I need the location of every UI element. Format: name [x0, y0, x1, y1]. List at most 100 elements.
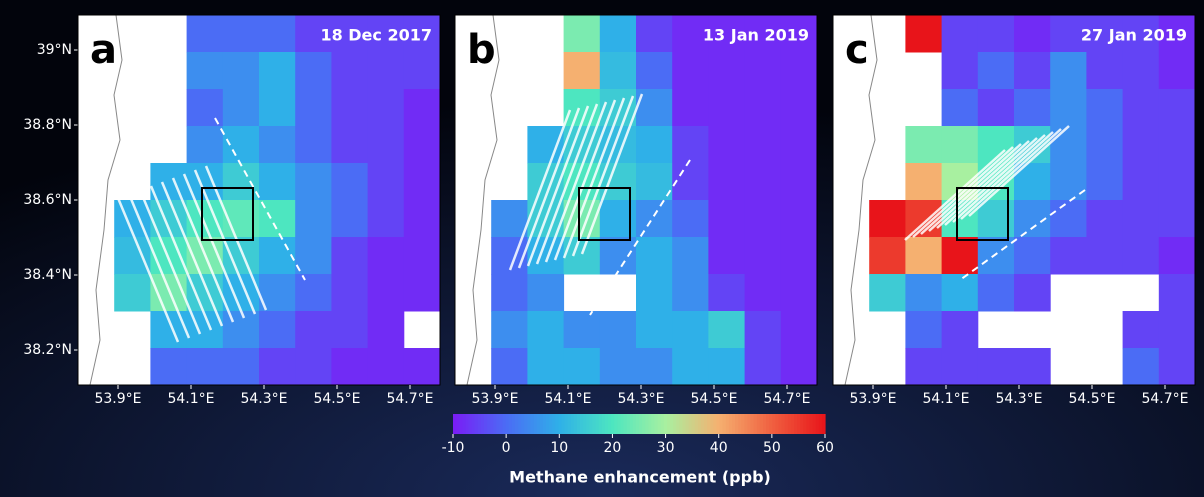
methane-cell — [942, 15, 979, 53]
methane-cell — [1123, 348, 1160, 386]
methane-cell — [1123, 163, 1160, 201]
methane-cell — [295, 89, 332, 127]
methane-cell — [942, 274, 979, 312]
methane-cell — [1014, 89, 1051, 127]
methane-cell — [404, 274, 441, 312]
methane-cell — [1050, 126, 1087, 164]
methane-cell — [1123, 200, 1160, 238]
lon-tick-label: 54.7°E — [386, 391, 433, 407]
methane-cell — [672, 237, 709, 275]
methane-cell — [1123, 52, 1160, 90]
methane-cell — [1159, 163, 1196, 201]
methane-cell — [259, 89, 296, 127]
methane-cell — [527, 126, 564, 164]
methane-cell — [781, 52, 818, 90]
methane-cell — [259, 311, 296, 349]
methane-cell — [187, 126, 224, 164]
methane-cell — [331, 89, 368, 127]
methane-cell — [672, 348, 709, 386]
colorbar-tick-label: 10 — [550, 440, 568, 456]
methane-cell — [368, 89, 405, 127]
methane-cell — [527, 348, 564, 386]
methane-cell — [1014, 163, 1051, 201]
methane-cell — [1050, 52, 1087, 90]
methane-cell — [259, 52, 296, 90]
methane-cell — [259, 163, 296, 201]
methane-cell — [672, 89, 709, 127]
methane-cell — [564, 311, 601, 349]
methane-cell — [404, 200, 441, 238]
methane-cell — [1086, 126, 1123, 164]
methane-cell — [223, 311, 260, 349]
methane-cell — [978, 15, 1015, 53]
methane-cell — [1159, 89, 1196, 127]
methane-cell — [331, 274, 368, 312]
methane-cell — [1086, 237, 1123, 275]
methane-cell — [295, 200, 332, 238]
methane-cell — [672, 200, 709, 238]
methane-cell — [708, 274, 745, 312]
methane-cell — [368, 52, 405, 90]
methane-cell — [1123, 237, 1160, 275]
lon-tick-label: 54.5°E — [313, 391, 360, 407]
methane-cell — [708, 237, 745, 275]
methane-cell — [745, 163, 782, 201]
methane-cell — [404, 126, 441, 164]
lon-tick-label: 54.1°E — [167, 391, 214, 407]
colorbar-tick-label: 50 — [763, 440, 781, 456]
methane-cell — [636, 348, 673, 386]
methane-cell — [708, 200, 745, 238]
methane-cell — [295, 163, 332, 201]
methane-cell — [905, 274, 942, 312]
methane-cell — [708, 311, 745, 349]
methane-cell — [745, 89, 782, 127]
lon-tick-label: 54.7°E — [763, 391, 810, 407]
methane-cell — [404, 52, 441, 90]
methane-cell — [295, 52, 332, 90]
methane-cell — [869, 237, 906, 275]
colorbar-tick-label: -10 — [442, 440, 465, 456]
methane-cell — [331, 200, 368, 238]
methane-cell — [1159, 311, 1196, 349]
lon-tick-label: 54.1°E — [922, 391, 969, 407]
lat-tick-label: 38.8°N — [23, 117, 72, 133]
lon-tick-label: 53.9°E — [94, 391, 141, 407]
methane-cell — [187, 52, 224, 90]
methane-cell — [781, 163, 818, 201]
lat-tick-label: 38.6°N — [23, 192, 72, 208]
panel-letter: b — [467, 27, 496, 73]
methane-cell — [636, 15, 673, 53]
panel-date: 13 Jan 2019 — [703, 26, 809, 45]
methane-cell — [368, 274, 405, 312]
methane-cell — [404, 237, 441, 275]
methane-cell — [491, 348, 528, 386]
methane-cell — [527, 274, 564, 312]
lon-tick-label: 54.3°E — [995, 391, 1042, 407]
methane-cell — [636, 52, 673, 90]
methane-cell — [905, 15, 942, 53]
methane-cell — [708, 126, 745, 164]
methane-cell — [223, 52, 260, 90]
lon-tick-label: 53.9°E — [471, 391, 518, 407]
methane-cell — [491, 274, 528, 312]
colorbar-tick-label: 0 — [502, 440, 511, 456]
panel-date: 27 Jan 2019 — [1081, 26, 1187, 45]
methane-cell — [1014, 274, 1051, 312]
methane-cell — [368, 126, 405, 164]
methane-cell — [404, 89, 441, 127]
methane-cell — [978, 348, 1015, 386]
methane-cell — [259, 237, 296, 275]
methane-cell — [564, 15, 601, 53]
methane-cell — [869, 200, 906, 238]
methane-cell — [1159, 274, 1196, 312]
methane-cell — [564, 348, 601, 386]
methane-cell — [1123, 126, 1160, 164]
methane-cell — [781, 311, 818, 349]
methane-cell — [223, 89, 260, 127]
methane-cell — [781, 274, 818, 312]
methane-cell — [331, 311, 368, 349]
methane-cell — [942, 348, 979, 386]
methane-cell — [1159, 52, 1196, 90]
methane-cell — [672, 311, 709, 349]
methane-cell — [259, 348, 296, 386]
